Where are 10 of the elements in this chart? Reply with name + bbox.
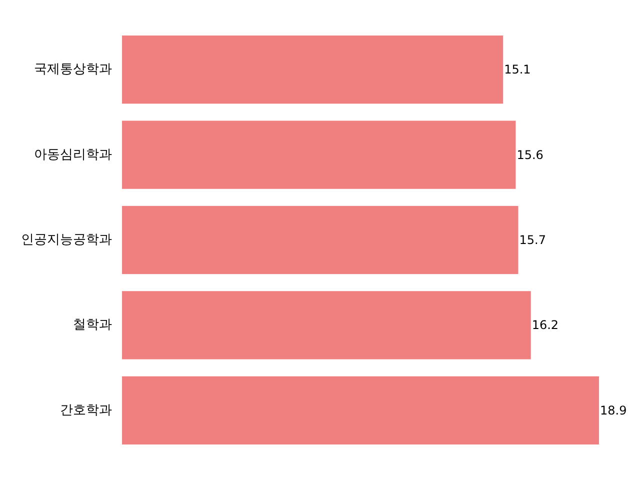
data-label: 15.7 (519, 233, 546, 247)
data-label: 15.6 (516, 148, 544, 162)
y-tick-label: 인공지능공학과 (21, 232, 112, 248)
y-tick-label: 철학과 (73, 318, 112, 333)
y-tick-label: 간호학과 (60, 402, 112, 418)
y-tick-label: 국제통상학과 (34, 62, 112, 78)
data-label: 18.9 (600, 403, 627, 418)
data-label: 15.1 (504, 62, 531, 77)
data-label: 16.2 (532, 318, 559, 332)
y-tick-label: 아동심리학과 (34, 147, 112, 162)
